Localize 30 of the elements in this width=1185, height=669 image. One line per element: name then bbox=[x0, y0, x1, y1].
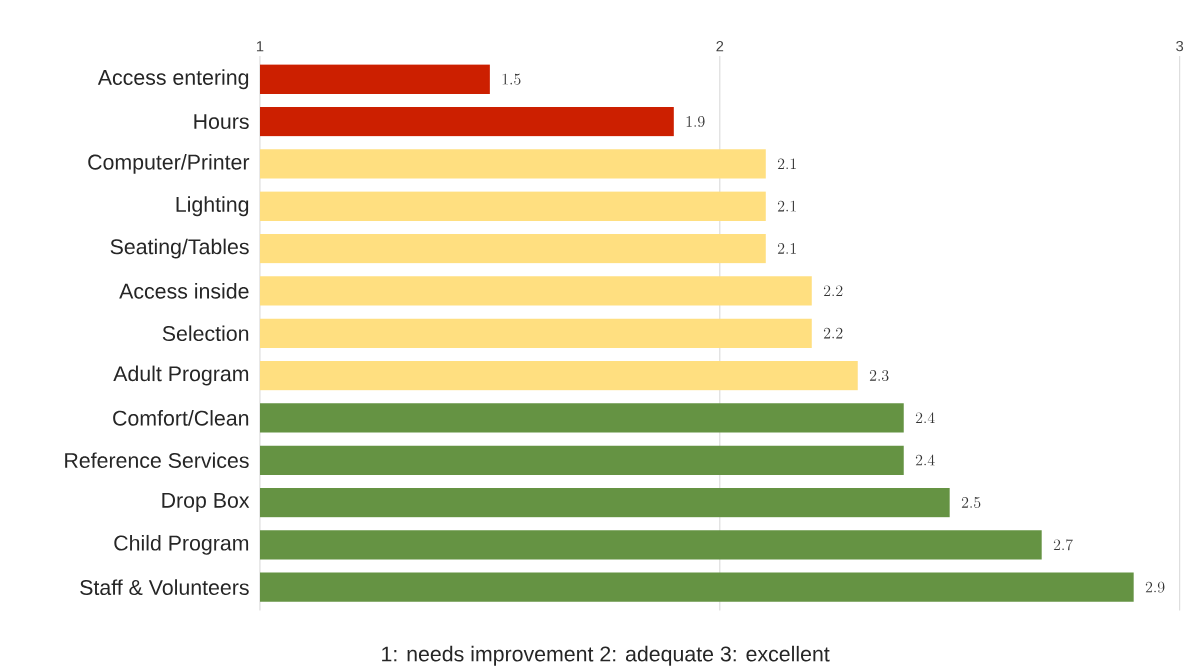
data-label: 2.5 bbox=[961, 496, 981, 508]
x-tick-label: 3 bbox=[1176, 40, 1184, 52]
data-label: 2.2 bbox=[823, 285, 843, 296]
data-label: 2. 1 bbox=[777, 158, 796, 170]
data-label: 2.2 bbox=[823, 327, 843, 339]
y-tick-label: Seating/Tables bbox=[110, 238, 249, 259]
data-label: 2. 1 bbox=[777, 243, 796, 254]
data-label: 2.7 bbox=[1053, 539, 1073, 551]
y-tick-label: Staff & Volunteers bbox=[80, 579, 249, 595]
y-tick-label: Comfort/Clean bbox=[113, 410, 249, 426]
data-label: 2.3 bbox=[869, 370, 889, 381]
y-tick-label: Selection bbox=[162, 325, 249, 341]
y-tick-label: Access inside bbox=[119, 283, 249, 299]
data-label: 2.4 bbox=[915, 412, 935, 423]
data-label: 2. 1 bbox=[777, 200, 796, 212]
y-tick-label: Computer/Printer bbox=[88, 153, 250, 174]
y-tick-label: Adult Program bbox=[113, 365, 249, 386]
y-tick-label: Lighting bbox=[176, 196, 249, 217]
y-tick-label: Access entering bbox=[97, 69, 249, 90]
data-label: 2.9 bbox=[1145, 581, 1165, 593]
x-tick-label: 2 bbox=[716, 40, 724, 52]
data-label: 2.4 bbox=[915, 454, 935, 466]
y-tick-label: Hours bbox=[194, 114, 249, 129]
y-tick-label: Child Program bbox=[114, 534, 249, 555]
y-tick-label: Drop Box bbox=[162, 492, 250, 513]
text: 1: needs improvement 2: adequate 3: excellent bbox=[382, 645, 830, 666]
data-label: 1 .5 bbox=[502, 73, 521, 85]
x-tick-label: 1 bbox=[256, 41, 264, 52]
data-label: 1 .9 bbox=[686, 116, 705, 128]
y-tick-label: Reference Services bbox=[65, 452, 249, 468]
